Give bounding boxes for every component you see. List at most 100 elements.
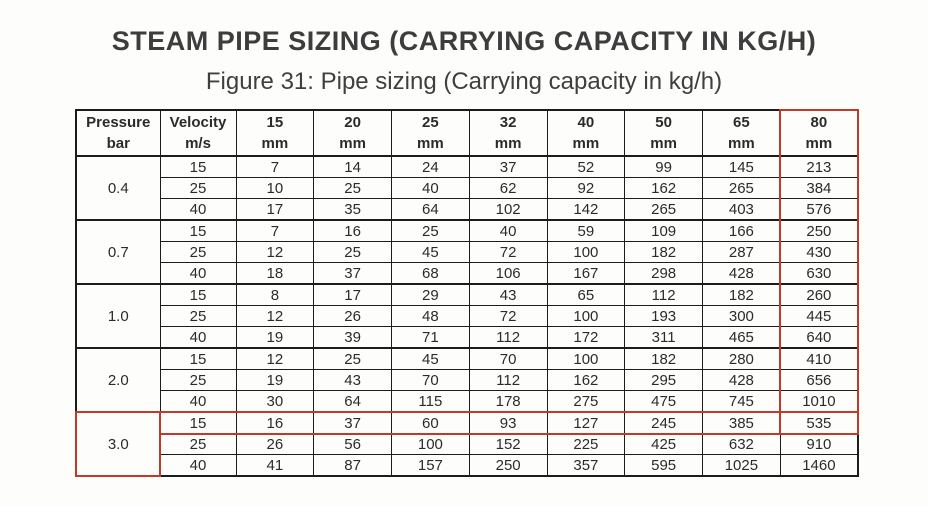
pressure-cell: 0.7	[75, 219, 161, 285]
capacity-cell: 106	[468, 262, 548, 285]
capacity-cell: 8	[235, 283, 315, 306]
capacity-cell: 37	[468, 155, 548, 178]
figure-caption: Figure 31: Pipe sizing (Carrying capacit…	[205, 68, 723, 95]
capacity-cell: 910	[779, 433, 859, 455]
table-row: 25 12 26 48 72 100 193 300 445	[76, 305, 859, 327]
capacity-cell: 640	[779, 326, 859, 349]
header-row: Pressure bar Velocity m/s 15 mm 20 mm 25 mm 32 mm 40…	[75, 109, 859, 157]
pressure-cell: 2.0	[75, 347, 161, 413]
capacity-cell: 1460	[779, 454, 859, 477]
capacity-cell: 250	[779, 219, 859, 242]
capacity-cell: 12	[235, 241, 315, 263]
capacity-cell: 26	[313, 305, 392, 327]
capacity-cell: 41	[235, 454, 315, 477]
capacity-cell: 29	[391, 283, 470, 306]
velocity-cell: 15	[159, 283, 237, 306]
capacity-cell: 162	[546, 369, 626, 391]
capacity-cell: 152	[468, 433, 548, 455]
capacity-cell: 59	[546, 219, 626, 242]
col-header-line1: 80	[810, 114, 828, 131]
pressure-cell: 1.0	[75, 283, 161, 349]
capacity-cell: 1010	[779, 390, 859, 413]
capacity-cell: 19	[235, 326, 315, 349]
capacity-cell: 425	[624, 433, 703, 455]
capacity-cell: 109	[624, 219, 703, 242]
capacity-cell: 630	[779, 262, 859, 285]
capacity-cell: 275	[546, 390, 626, 413]
capacity-cell: 265	[702, 177, 781, 199]
capacity-cell: 45	[391, 241, 470, 263]
capacity-cell: 25	[313, 347, 392, 370]
col-header-40mm: 40 mm	[546, 109, 626, 157]
table-row: 25 19 43 70 112 162 295 428 656	[76, 369, 859, 391]
capacity-cell: 40	[391, 177, 470, 199]
capacity-cell: 100	[546, 305, 626, 327]
col-header-line2: mm	[650, 135, 677, 152]
capacity-cell: 37	[313, 411, 392, 434]
velocity-cell: 25	[159, 177, 237, 199]
capacity-cell: 100	[546, 241, 626, 263]
capacity-cell: 298	[624, 262, 703, 285]
capacity-cell: 213	[779, 155, 859, 178]
col-header-32mm: 32 mm	[468, 109, 548, 157]
col-header-line1: Pressure	[86, 114, 151, 131]
capacity-cell: 87	[313, 454, 392, 477]
velocity-cell: 25	[159, 305, 237, 327]
velocity-cell: 25	[159, 433, 237, 455]
capacity-cell: 300	[702, 305, 781, 327]
capacity-cell: 12	[235, 347, 315, 370]
col-header-20mm: 20 mm	[313, 109, 392, 157]
table-row: 1.0 15 8 17 29 43 65 112 182 260	[75, 283, 859, 349]
capacity-cell: 65	[546, 283, 626, 306]
col-header-line2: mm	[261, 135, 289, 152]
velocity-cell: 40	[159, 454, 237, 477]
capacity-cell: 127	[546, 411, 626, 434]
capacity-cell: 7	[235, 219, 315, 242]
capacity-cell: 62	[468, 177, 548, 199]
capacity-cell: 16	[313, 219, 392, 242]
col-header-line2: mm	[805, 135, 833, 152]
col-header-15mm: 15 mm	[235, 109, 315, 157]
table-row: 40 17 35 64 102 142 265 403 576	[76, 198, 859, 221]
capacity-cell: 745	[702, 390, 781, 413]
col-header-pressure: Pressure bar	[75, 109, 161, 157]
capacity-cell: 182	[702, 283, 781, 306]
capacity-cell: 384	[779, 177, 859, 199]
capacity-cell: 475	[624, 390, 703, 413]
capacity-cell: 182	[624, 347, 703, 370]
capacity-cell: 26	[235, 433, 315, 455]
capacity-cell: 287	[702, 241, 781, 263]
capacity-cell: 145	[702, 155, 781, 178]
col-header-line1: 50	[655, 114, 672, 131]
capacity-cell: 193	[624, 305, 703, 327]
capacity-cell: 71	[391, 326, 470, 349]
capacity-cell: 112	[468, 326, 548, 349]
pipe-sizing-table-wrapper: Pressure bar Velocity m/s 15 mm 20 mm 25 mm 32 mm 40…	[75, 109, 859, 477]
capacity-cell: 428	[702, 262, 781, 285]
col-header-line2: mm	[494, 135, 522, 152]
capacity-cell: 45	[391, 347, 470, 370]
capacity-cell: 93	[468, 411, 548, 434]
capacity-cell: 52	[546, 155, 626, 178]
pressure-cell: 3.0	[75, 411, 161, 477]
velocity-cell: 40	[159, 390, 237, 413]
capacity-cell: 102	[468, 198, 548, 221]
capacity-cell: 10	[235, 177, 315, 199]
capacity-cell: 465	[702, 326, 781, 349]
capacity-cell: 250	[468, 454, 548, 477]
capacity-cell: 56	[313, 433, 392, 455]
capacity-cell: 17	[313, 283, 392, 306]
page-title: STEAM PIPE SIZING (CARRYING CAPACITY IN …	[111, 26, 817, 56]
capacity-cell: 30	[235, 390, 315, 413]
capacity-cell: 25	[313, 241, 392, 263]
capacity-cell: 16	[235, 411, 315, 434]
capacity-cell: 100	[546, 347, 626, 370]
velocity-cell: 25	[159, 241, 237, 263]
col-header-line1: 32	[499, 114, 517, 131]
capacity-cell: 142	[546, 198, 626, 221]
col-header-line1: Velocity	[169, 114, 227, 131]
capacity-cell: 7	[235, 155, 315, 178]
capacity-cell: 25	[313, 177, 392, 199]
col-header-line2: mm	[572, 135, 600, 152]
